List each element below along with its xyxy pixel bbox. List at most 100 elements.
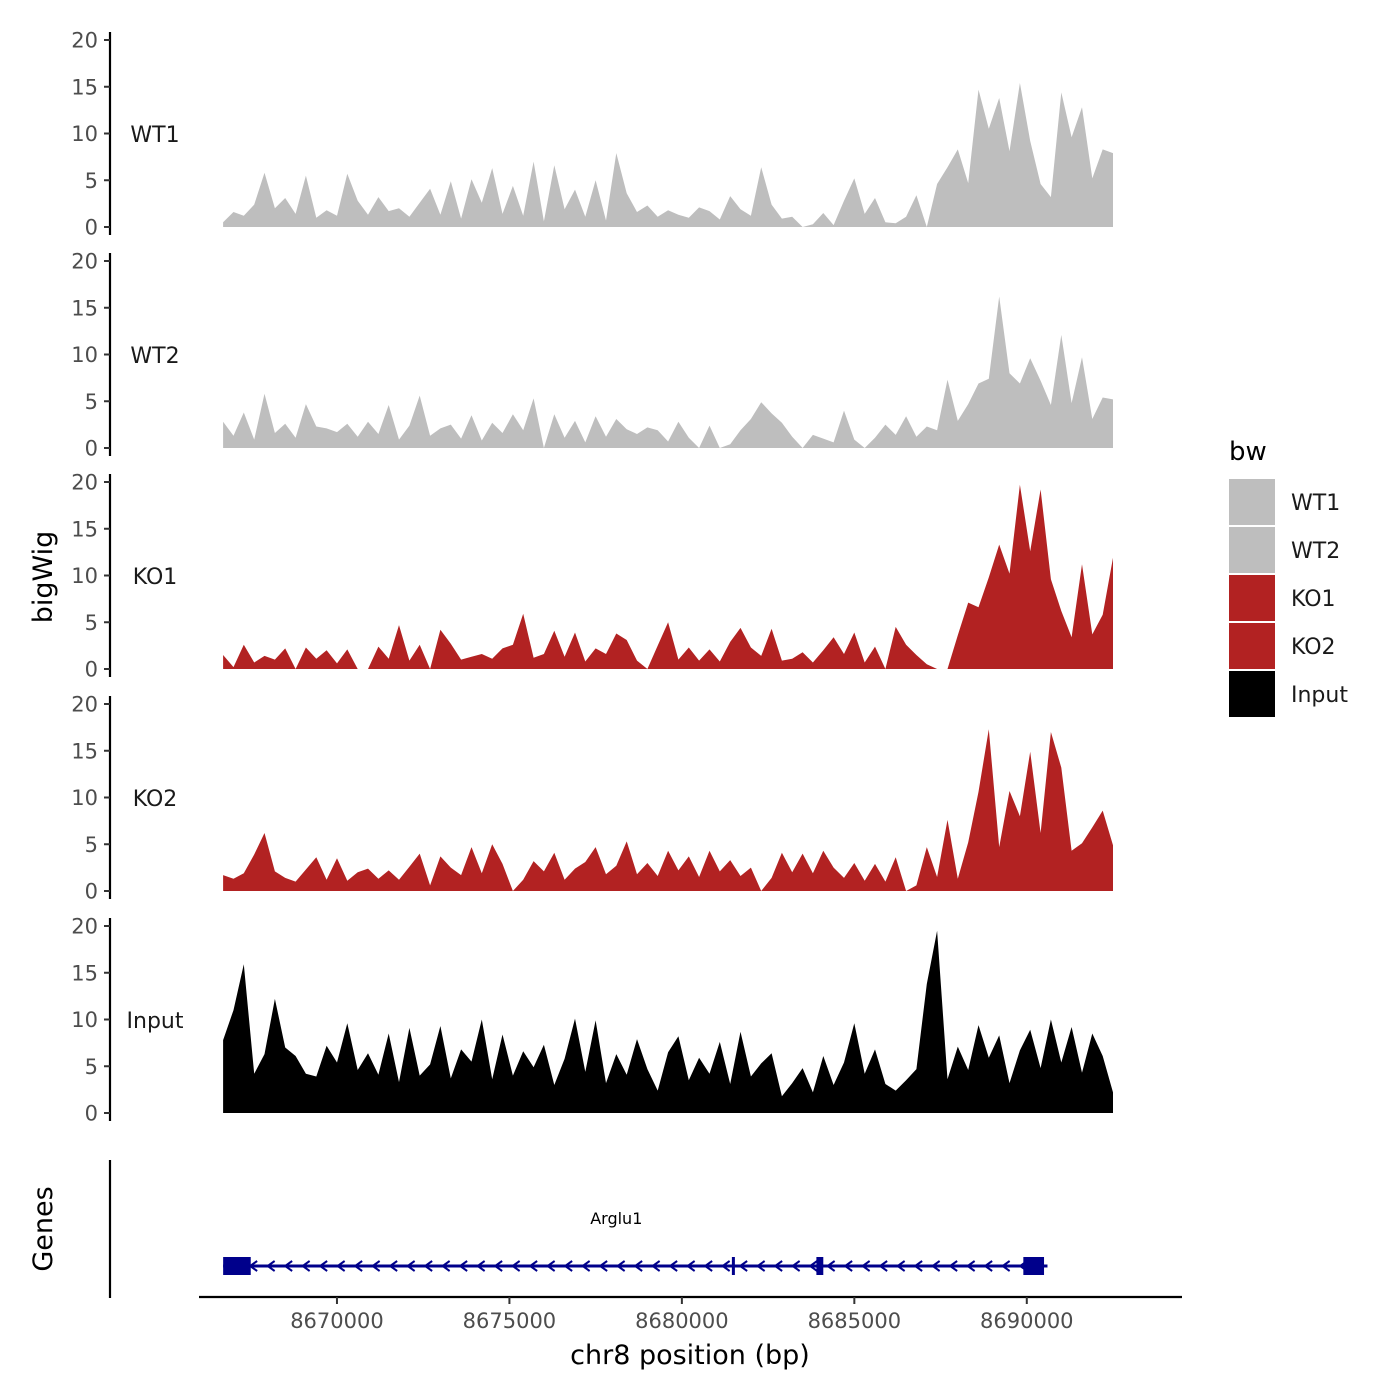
- track-label-wt1: WT1: [130, 123, 179, 148]
- y-tick-label-ko2: 5: [85, 833, 98, 857]
- x-tick-label: 8680000: [635, 1309, 729, 1333]
- y-tick-label-ko2: 15: [71, 739, 98, 763]
- gene-exon: [1023, 1257, 1045, 1275]
- coverage-area-wt1: [223, 83, 1114, 227]
- strand-arrow: [405, 1260, 416, 1272]
- gene-track: Genes Arglu1: [28, 1160, 1048, 1298]
- y-tick-label-wt2: 5: [85, 390, 98, 414]
- y-tick-label-ko1: 0: [85, 658, 98, 682]
- x-tick-label: 8685000: [808, 1309, 902, 1333]
- strand-arrow: [983, 1260, 993, 1272]
- strand-arrow: [370, 1260, 381, 1272]
- track-label-ko1: KO1: [133, 565, 178, 590]
- y-tick-label-input: 0: [85, 1102, 98, 1126]
- legend-key-input: [1229, 671, 1275, 717]
- y-tick-label-input: 20: [71, 915, 98, 939]
- strand-arrow: [283, 1260, 293, 1272]
- strand-arrow: [493, 1260, 503, 1272]
- track-ko2: 0 5 10 15 20 KO2: [71, 693, 1114, 904]
- track-wt1: 0 5 10 15 20 WT1: [71, 29, 1114, 240]
- strand-arrow: [720, 1260, 731, 1272]
- strand-arrow: [388, 1260, 398, 1272]
- track-input: 0 5 10 15 20 Input: [71, 915, 1114, 1126]
- y-tick-label-wt1: 15: [71, 75, 98, 99]
- x-axis-title: chr8 position (bp): [570, 1340, 810, 1371]
- strand-arrow: [458, 1260, 468, 1272]
- x-tick-label: 8670000: [290, 1309, 384, 1333]
- y-tick-label-ko1: 5: [85, 611, 98, 635]
- strand-arrow: [440, 1260, 451, 1272]
- x-tick-label: 8675000: [463, 1309, 557, 1333]
- coverage-area-wt2: [223, 296, 1114, 448]
- y-tick-label-wt1: 20: [71, 29, 98, 53]
- strand-arrow: [738, 1260, 748, 1272]
- y-tick-label-ko1: 15: [71, 517, 98, 541]
- y-tick-label-wt1: 5: [85, 169, 98, 193]
- strand-arrow: [335, 1260, 346, 1272]
- strand-arrow: [318, 1260, 328, 1272]
- strand-arrow: [580, 1260, 591, 1272]
- track-wt2: 0 5 10 15 20 WT2: [71, 250, 1114, 461]
- x-axis: 8670000 8675000 8680000 8685000 8690000 chr8…: [199, 1295, 1182, 1371]
- strand-arrow: [965, 1260, 976, 1272]
- legend-label-input: Input: [1291, 683, 1348, 708]
- gene-exon: [816, 1257, 824, 1275]
- legend-key-ko1: [1229, 575, 1275, 621]
- y-tick-label-ko2: 0: [85, 880, 98, 904]
- strand-arrow: [668, 1260, 678, 1272]
- strand-arrow: [825, 1260, 836, 1272]
- track-label-ko2: KO2: [133, 787, 178, 812]
- strand-arrow: [790, 1260, 801, 1272]
- strand-arrow: [545, 1260, 556, 1272]
- strand-arrow: [878, 1260, 888, 1272]
- coverage-area-input: [223, 930, 1114, 1113]
- strand-arrow: [1000, 1260, 1011, 1272]
- strand-arrow: [615, 1260, 626, 1272]
- y-tick-label-wt2: 20: [71, 250, 98, 274]
- strand-arrow: [300, 1260, 311, 1272]
- x-tick-label: 8690000: [980, 1309, 1074, 1333]
- y-tick-label-ko1: 20: [71, 471, 98, 495]
- y-tick-label-wt1: 10: [71, 122, 98, 146]
- strand-arrow: [860, 1260, 871, 1272]
- y-tick-label-wt1: 0: [85, 216, 98, 240]
- strand-arrow: [808, 1260, 818, 1272]
- coverage-area-ko1: [223, 484, 1114, 669]
- strand-arrow: [948, 1260, 958, 1272]
- gene-exon: [223, 1257, 251, 1275]
- legend-title: bw: [1229, 437, 1267, 467]
- strand-arrow: [930, 1260, 941, 1272]
- strand-arrow: [773, 1260, 783, 1272]
- y-tick-label-input: 15: [71, 961, 98, 985]
- gene-track-title: Genes: [28, 1186, 59, 1271]
- gene-model: [223, 1257, 1048, 1275]
- legend-key-wt1: [1229, 479, 1275, 525]
- strand-arrow: [685, 1260, 696, 1272]
- coverage-area-ko2: [223, 729, 1114, 891]
- track-label-input: Input: [127, 1009, 184, 1034]
- y-tick-label-wt2: 10: [71, 343, 98, 367]
- legend-label-ko2: KO2: [1291, 635, 1336, 660]
- strand-arrow: [353, 1260, 363, 1272]
- gene-exon: [731, 1257, 735, 1275]
- legend-items: WT1 WT2 KO1 KO2 Input: [1229, 479, 1348, 717]
- coverage-tracks: 0 5 10 15 20 WT1 0 5 10 15 20 WT2 0 5 10 15 20 KO1 0 5 10 15 2…: [71, 29, 1114, 1126]
- track-label-wt2: WT2: [130, 344, 179, 369]
- legend-key-ko2: [1229, 623, 1275, 669]
- strand-arrow: [510, 1260, 521, 1272]
- legend: bw WT1 WT2 KO1 KO2 Input: [1229, 437, 1348, 717]
- legend-label-wt1: WT1: [1291, 491, 1340, 516]
- strand-arrow: [703, 1260, 713, 1272]
- y-tick-label-ko2: 10: [71, 786, 98, 810]
- strand-arrow: [563, 1260, 573, 1272]
- legend-key-wt2: [1229, 527, 1275, 573]
- gene-label: Arglu1: [590, 1209, 642, 1228]
- strand-arrow: [475, 1260, 486, 1272]
- legend-label-wt2: WT2: [1291, 539, 1340, 564]
- y-tick-label-input: 10: [71, 1008, 98, 1032]
- strand-arrow: [650, 1260, 661, 1272]
- strand-arrow: [633, 1260, 643, 1272]
- y-tick-label-wt2: 0: [85, 437, 98, 461]
- strand-arrow: [755, 1260, 766, 1272]
- legend-label-ko1: KO1: [1291, 587, 1336, 612]
